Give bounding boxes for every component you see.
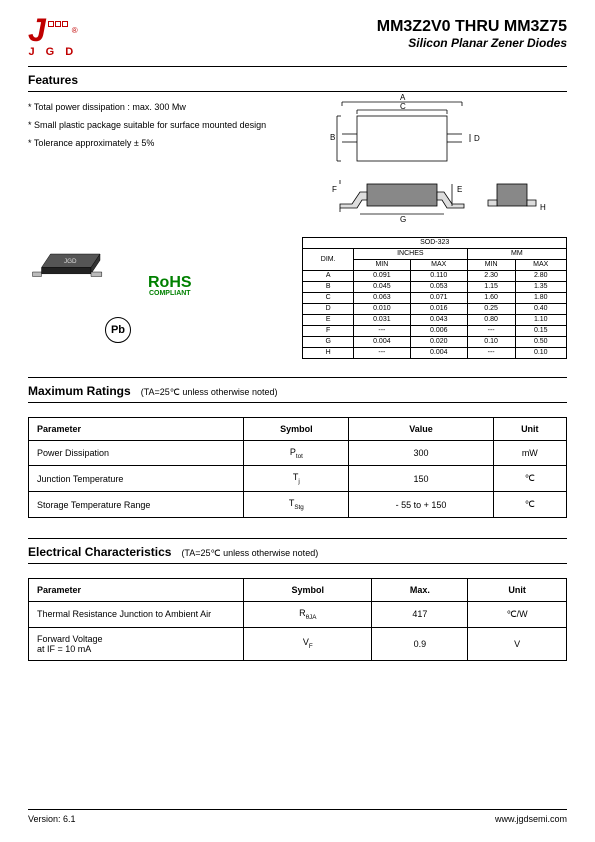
subcol: MAX — [410, 259, 467, 270]
features-list: * Total power dissipation : max. 300 Mw … — [28, 102, 302, 148]
footer-url: www.jgdsemi.com — [495, 814, 567, 824]
svg-text:F: F — [332, 185, 337, 194]
table-row: D0.0100.0160.250.40 — [303, 303, 567, 314]
subcol: MIN — [353, 259, 410, 270]
unit-group: INCHES — [353, 248, 467, 259]
table-row: E0.0310.0430.801.10 — [303, 314, 567, 325]
table-row: Storage Temperature RangeTStg- 55 to + 1… — [29, 492, 567, 518]
feature-item: * Total power dissipation : max. 300 Mw — [28, 102, 302, 112]
svg-text:B: B — [330, 133, 335, 142]
footer: Version: 6.1 www.jgdsemi.com — [28, 809, 567, 824]
col-header: Max. — [372, 578, 468, 601]
max-ratings-note: (TA=25℃ unless otherwise noted) — [141, 387, 278, 397]
col-header: Symbol — [244, 417, 349, 440]
col-header: Parameter — [29, 417, 244, 440]
logo-text: J G D — [28, 46, 77, 58]
subcol: MIN — [467, 259, 515, 270]
dimension-table: SOD-323 DIM. INCHES MM MIN MAX MIN MAX A… — [302, 237, 567, 359]
table-row: Forward Voltageat IF = 10 mAVF0.9V — [29, 627, 567, 660]
header: J ® J G D MM3Z2V0 THRU MM3Z75 Silicon Pl… — [28, 18, 567, 58]
table-row: B0.0450.0531.151.35 — [303, 281, 567, 292]
unit-group: MM — [467, 248, 566, 259]
features-heading: Features — [28, 73, 567, 87]
table-row: C0.0630.0711.601.80 — [303, 292, 567, 303]
table-row: A0.0910.1102.302.80 — [303, 270, 567, 281]
svg-text:C: C — [400, 102, 406, 111]
col-header: Value — [349, 417, 493, 440]
rohs-label: RoHS — [148, 276, 192, 290]
rohs-badge: RoHS COMPLIANT — [148, 276, 192, 297]
logo-j-icon: J — [28, 18, 46, 44]
elec-char-note: (TA=25℃ unless otherwise noted) — [181, 548, 318, 558]
feature-item: * Tolerance approximately ± 5% — [28, 138, 302, 148]
registered-icon: ® — [72, 26, 78, 35]
max-ratings-table: Parameter Symbol Value Unit Power Dissip… — [28, 417, 567, 518]
package-3d-icon: JGD — [28, 236, 118, 281]
subcol: MAX — [515, 259, 566, 270]
rohs-sub: COMPLIANT — [148, 290, 192, 297]
table-row: Thermal Resistance Junction to Ambient A… — [29, 601, 567, 627]
svg-text:E: E — [457, 185, 462, 194]
page-subtitle: Silicon Planar Zener Diodes — [377, 36, 567, 50]
dim-table-title: SOD-323 — [303, 237, 567, 248]
col-header: Parameter — [29, 578, 244, 601]
elec-char-heading: Electrical Characteristics (TA=25℃ unles… — [28, 545, 567, 559]
elec-char-table: Parameter Symbol Max. Unit Thermal Resis… — [28, 578, 567, 661]
package-dimension-diagram: A C B D F E G H — [302, 92, 552, 222]
svg-text:G: G — [400, 215, 406, 222]
max-ratings-heading: Maximum Ratings (TA=25℃ unless otherwise… — [28, 384, 567, 398]
table-row: Power DissipationPtot300mW — [29, 440, 567, 466]
table-row: H---0.004---0.10 — [303, 347, 567, 358]
title-block: MM3Z2V0 THRU MM3Z75 Silicon Planar Zener… — [377, 18, 567, 50]
svg-text:JGD: JGD — [64, 258, 77, 265]
svg-text:A: A — [400, 93, 406, 102]
page-title: MM3Z2V0 THRU MM3Z75 — [377, 18, 567, 36]
col-header: Unit — [493, 417, 566, 440]
svg-text:H: H — [540, 203, 546, 212]
pb-free-icon: Pb — [105, 317, 131, 343]
table-row: G0.0040.0200.100.50 — [303, 336, 567, 347]
col-header: Symbol — [244, 578, 372, 601]
col-header: Unit — [468, 578, 567, 601]
dim-col-header: DIM. — [303, 248, 354, 270]
svg-text:D: D — [474, 134, 480, 143]
version-label: Version: 6.1 — [28, 814, 76, 824]
table-row: F---0.006---0.15 — [303, 325, 567, 336]
logo: J ® J G D — [28, 18, 78, 58]
logo-squares-icon — [48, 21, 68, 27]
table-row: Junction TemperatureTj150℃ — [29, 466, 567, 492]
feature-item: * Small plastic package suitable for sur… — [28, 120, 302, 130]
